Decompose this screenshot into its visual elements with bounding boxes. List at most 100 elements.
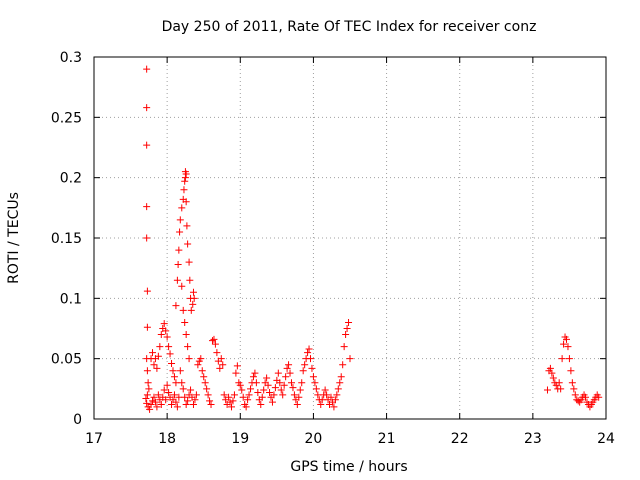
data-point: [170, 373, 178, 381]
data-point: [169, 367, 177, 375]
y-tick-label: 0.25: [51, 110, 82, 126]
data-point: [182, 331, 190, 339]
data-point: [270, 391, 278, 399]
data-point: [314, 391, 322, 399]
y-axis: 0 0.05 0.1 0.15 0.2 0.25 0.3: [51, 50, 606, 428]
x-tick-label: 24: [597, 431, 615, 447]
data-point: [145, 385, 153, 393]
data-point: [203, 385, 211, 393]
data-point: [249, 373, 257, 381]
y-tick-label: 0.15: [51, 231, 82, 247]
y-tick-label: 0.3: [60, 50, 82, 66]
data-point: [144, 379, 152, 387]
data-point: [181, 318, 189, 326]
data-point: [200, 373, 208, 381]
data-point: [150, 393, 158, 401]
data-point: [154, 391, 162, 399]
data-point: [567, 367, 575, 375]
data-point: [260, 386, 268, 394]
data-point: [286, 369, 294, 377]
data-point: [172, 379, 180, 387]
data-point: [189, 288, 197, 296]
x-tick-label: 18: [158, 431, 176, 447]
data-point: [180, 186, 188, 194]
data-point: [311, 379, 319, 387]
data-point: [210, 335, 218, 343]
data-point: [331, 396, 339, 404]
data-point: [186, 276, 194, 284]
data-point: [143, 367, 151, 375]
data-point: [317, 401, 325, 409]
data-point: [276, 379, 284, 387]
data-point: [143, 391, 151, 399]
data-point: [182, 401, 190, 409]
data-point: [189, 401, 197, 409]
data-point: [185, 355, 193, 363]
y-tick-label: 0: [73, 412, 82, 428]
data-point: [153, 403, 161, 411]
data-point: [208, 337, 216, 345]
data-point: [217, 355, 225, 363]
data-point: [184, 240, 192, 248]
data-point: [271, 384, 279, 392]
data-point: [156, 343, 164, 351]
data-point: [340, 343, 348, 351]
data-point: [149, 397, 157, 405]
data-point: [238, 386, 246, 394]
data-point: [213, 349, 221, 357]
data-point: [560, 340, 568, 348]
data-point: [595, 393, 603, 401]
x-tick-label: 22: [451, 431, 469, 447]
data-point: [168, 359, 176, 367]
data-point: [283, 364, 291, 372]
x-tick-label: 19: [231, 431, 249, 447]
data-point: [176, 367, 184, 375]
data-point: [242, 403, 250, 411]
data-point: [160, 386, 168, 394]
data-point: [244, 396, 252, 404]
data-point: [207, 401, 215, 409]
data-point: [143, 287, 151, 295]
data-point: [142, 394, 150, 402]
data-points: [142, 65, 603, 413]
data-point: [308, 364, 316, 372]
data-point: [563, 335, 571, 343]
data-point: [206, 397, 214, 405]
data-point: [339, 361, 347, 369]
data-point: [309, 373, 317, 381]
data-point: [264, 381, 272, 389]
data-point: [337, 373, 345, 381]
data-point: [157, 401, 165, 409]
data-point: [143, 323, 151, 331]
data-point: [549, 374, 557, 382]
data-point: [181, 168, 189, 176]
data-point: [290, 391, 298, 399]
data-point: [299, 367, 307, 375]
data-point: [194, 361, 202, 369]
x-tick-label: 17: [85, 431, 103, 447]
data-point: [226, 398, 234, 406]
data-point: [229, 397, 237, 405]
data-point: [312, 385, 320, 393]
data-point: [174, 261, 182, 269]
data-point: [257, 401, 265, 409]
chart-title: Day 250 of 2011, Rate Of TEC Index for r…: [162, 19, 537, 35]
data-point: [189, 300, 197, 308]
data-point: [543, 386, 551, 394]
data-point: [228, 403, 236, 411]
data-point: [289, 384, 297, 392]
data-point: [287, 379, 295, 387]
data-point: [277, 386, 285, 394]
data-point: [172, 302, 180, 310]
data-point: [245, 391, 253, 399]
data-point: [211, 340, 219, 348]
data-point: [162, 327, 170, 335]
x-axis: 17 18 19 20 21 22 23 24: [85, 57, 615, 447]
data-point: [178, 379, 186, 387]
data-point: [247, 385, 255, 393]
data-point: [147, 401, 155, 409]
data-point: [168, 401, 176, 409]
data-point: [185, 258, 193, 266]
y-tick-label: 0.1: [60, 291, 82, 307]
data-point: [333, 391, 341, 399]
